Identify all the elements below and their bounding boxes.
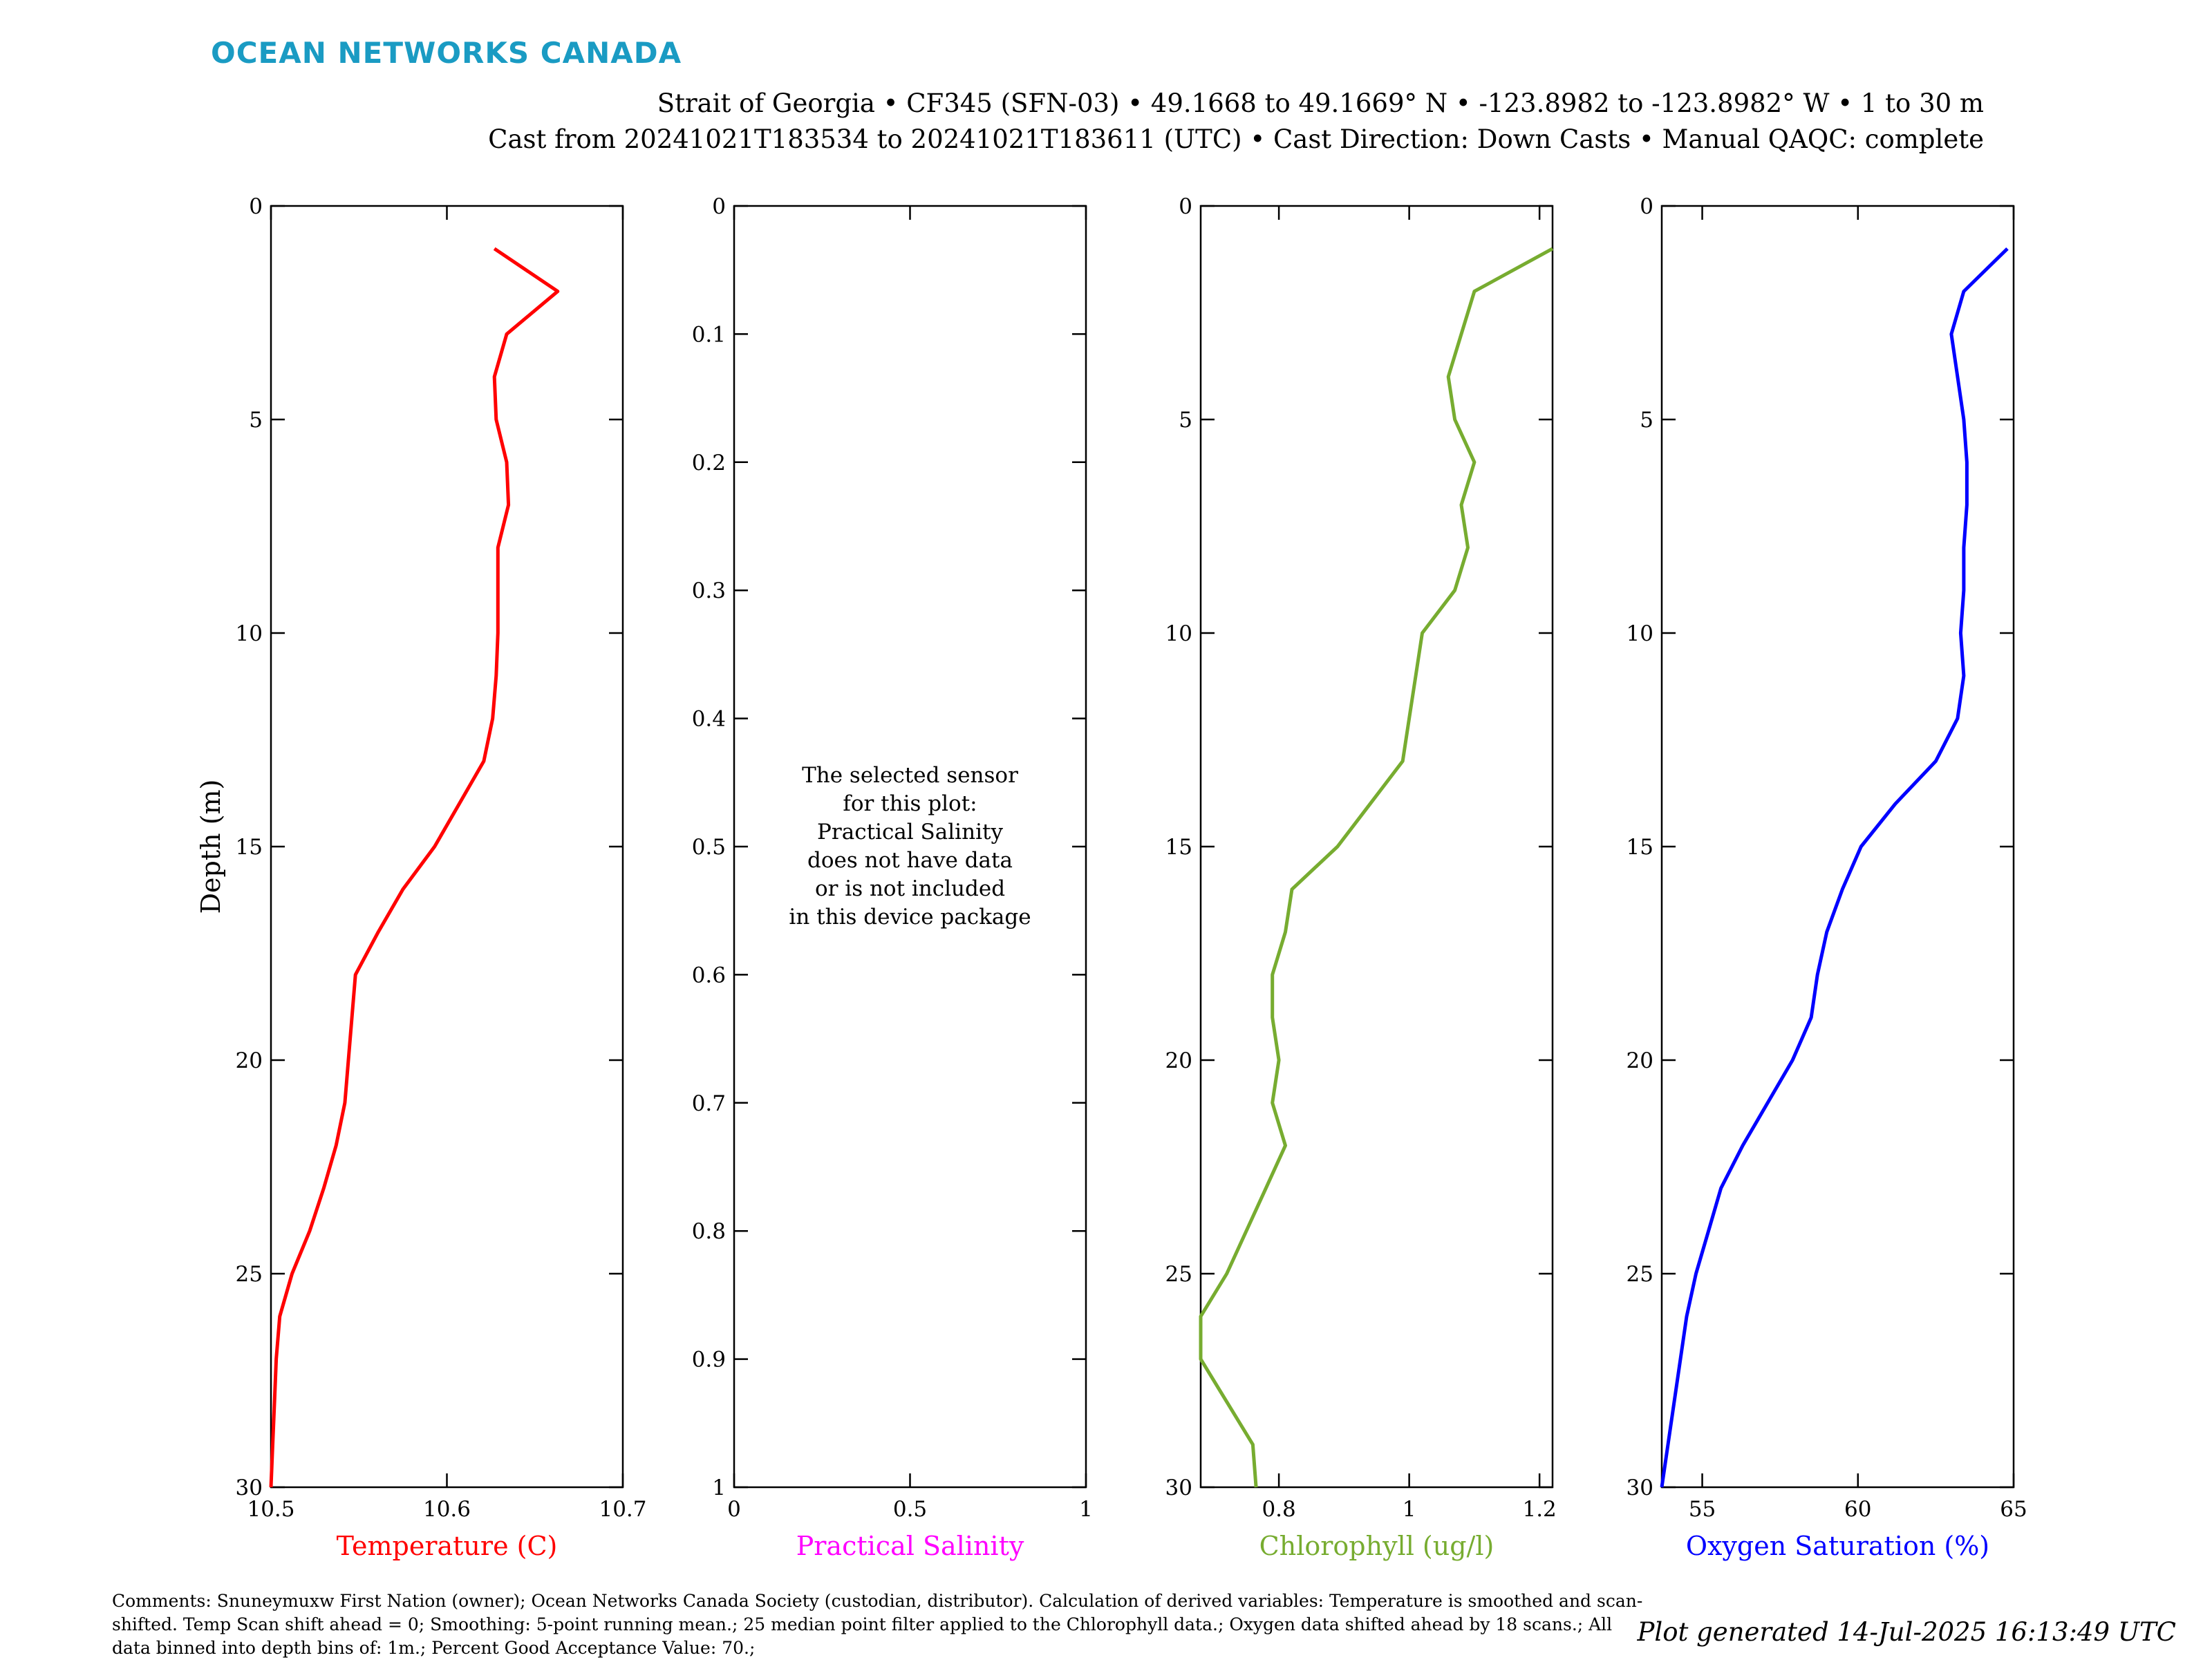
y-tick-label: 0.9	[692, 1348, 726, 1373]
y-tick-label: 1	[712, 1475, 726, 1500]
comments-footnote: Comments: Snuneymuxw First Nation (owner…	[112, 1591, 1643, 1658]
x-tick-label: 0	[727, 1497, 741, 1522]
no-data-message-line: does not have data	[807, 848, 1013, 873]
y-tick-label: 0	[1640, 194, 1653, 219]
panel-temperature	[269, 205, 624, 1489]
y-tick-label: 5	[1179, 408, 1192, 433]
y-tick-label: 25	[1627, 1262, 1653, 1287]
no-data-message-line: Practical Salinity	[817, 820, 1003, 845]
x-tick-label: 10.6	[423, 1497, 471, 1522]
x-tick-label: 1	[1079, 1497, 1093, 1522]
y-tick-label: 0	[249, 194, 263, 219]
y-tick-label: 0	[712, 194, 726, 219]
header-line-1: Strait of Georgia • CF345 (SFN-03) • 49.…	[657, 88, 1984, 118]
x-tick-label: 55	[1689, 1497, 1716, 1522]
x-axis-label-salinity: Practical Salinity	[796, 1531, 1024, 1561]
y-tick-label: 0.8	[692, 1219, 726, 1244]
y-tick-label: 0.6	[692, 963, 726, 988]
plot-frame-salinity	[733, 205, 1087, 1489]
series-line-oxygen	[1660, 247, 2009, 1488]
x-tick-label: 10.7	[599, 1497, 646, 1522]
y-tick-label: 30	[1627, 1475, 1653, 1500]
y-tick-label: 20	[1627, 1048, 1653, 1073]
no-data-message-line: The selected sensor	[802, 763, 1018, 788]
brand-logo: OCEAN NETWORKS CANADA	[211, 36, 682, 70]
y-tick-label: 20	[1165, 1048, 1192, 1073]
y-tick-label: 20	[236, 1048, 263, 1073]
x-axis-label-oxygen: Oxygen Saturation (%)	[1686, 1531, 1989, 1561]
plot-frame-temperature	[270, 205, 624, 1489]
series-line-temperature	[269, 247, 560, 1488]
y-tick-label: 15	[1627, 835, 1653, 860]
generated-timestamp: Plot generated 14-Jul-2025 16:13:49 UTC	[1637, 1617, 2176, 1647]
panel-salinity	[733, 205, 1087, 1489]
y-tick-label: 25	[236, 1262, 263, 1287]
y-tick-label: 0.1	[692, 322, 726, 347]
y-tick-label: 0.7	[692, 1091, 726, 1116]
y-tick-label: 25	[1165, 1262, 1192, 1287]
y-tick-label: 0.3	[692, 578, 726, 603]
no-data-message-line: in this device package	[789, 905, 1031, 930]
x-axis-label-temperature: Temperature (C)	[337, 1531, 558, 1561]
y-tick-label: 0.2	[692, 451, 726, 475]
x-axis-label-chlorophyll: Chlorophyll (ug/l)	[1259, 1531, 1494, 1561]
y-tick-label: 15	[236, 835, 263, 860]
panel-chlorophyll	[1199, 205, 1554, 1489]
x-tick-label: 0.5	[893, 1497, 927, 1522]
x-tick-label: 1	[1403, 1497, 1416, 1522]
series-line-chlorophyll	[1199, 247, 1554, 1488]
no-data-message-line: for this plot:	[843, 791, 977, 816]
y-tick-label: 10	[1627, 621, 1653, 646]
y-axis-label: Depth (m)	[196, 780, 226, 914]
y-tick-label: 0.4	[692, 707, 726, 732]
y-tick-label: 10	[1165, 621, 1192, 646]
y-tick-label: 30	[1165, 1475, 1192, 1500]
x-tick-label: 10.5	[247, 1497, 294, 1522]
x-tick-label: 1.2	[1522, 1497, 1556, 1522]
y-tick-label: 5	[249, 408, 263, 433]
x-tick-label: 60	[1844, 1497, 1871, 1522]
panel-oxygen	[1660, 205, 2015, 1489]
no-data-message-line: or is not included	[815, 876, 1005, 901]
y-tick-label: 15	[1165, 835, 1192, 860]
y-tick-label: 5	[1640, 408, 1653, 433]
x-tick-label: 0.8	[1262, 1497, 1295, 1522]
y-tick-label: 30	[236, 1475, 263, 1500]
x-tick-label: 65	[2000, 1497, 2027, 1522]
y-tick-label: 0	[1179, 194, 1192, 219]
y-tick-label: 0.5	[692, 835, 726, 860]
y-tick-label: 10	[236, 621, 263, 646]
header-line-2: Cast from 20241021T183534 to 20241021T18…	[488, 124, 1984, 154]
plot-frame-chlorophyll	[1199, 205, 1554, 1489]
